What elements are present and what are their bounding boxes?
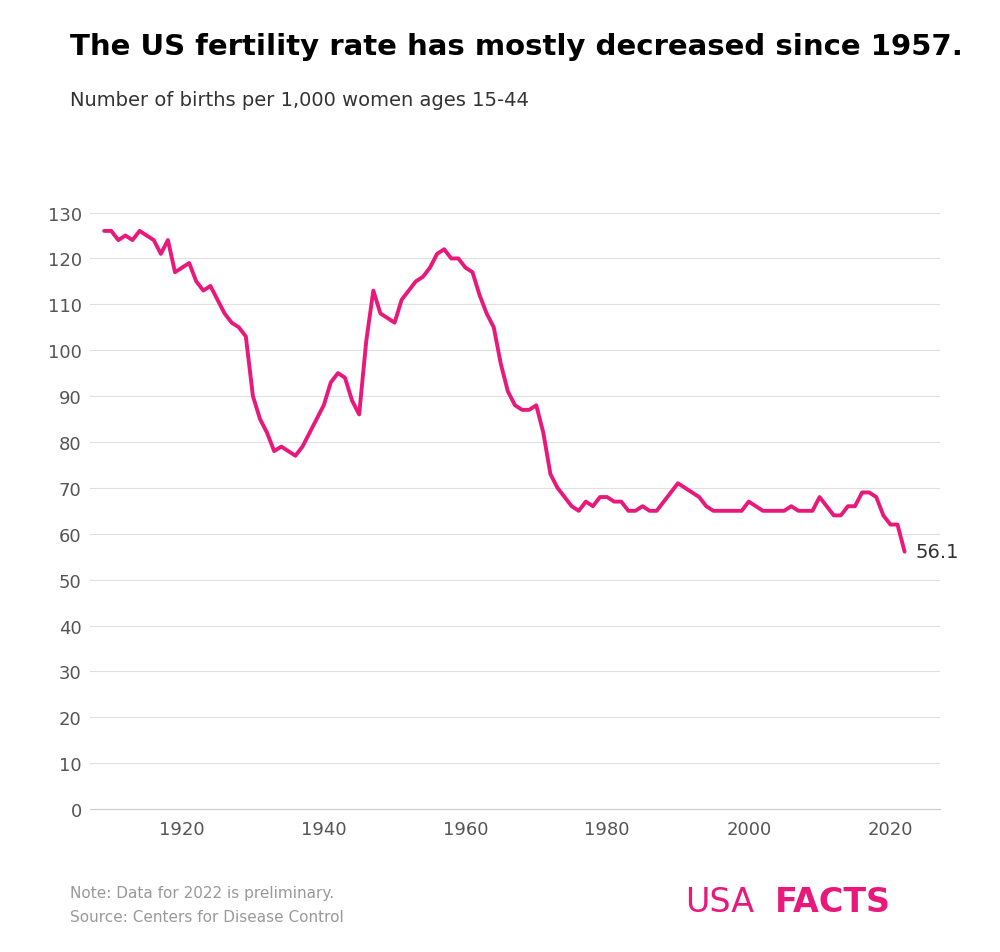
Text: The US fertility rate has mostly decreased since 1957.: The US fertility rate has mostly decreas… (70, 33, 963, 61)
Text: USA: USA (685, 885, 754, 919)
Text: Note: Data for 2022 is preliminary.: Note: Data for 2022 is preliminary. (70, 885, 334, 901)
Text: 56.1: 56.1 (915, 543, 959, 562)
Text: Number of births per 1,000 women ages 15-44: Number of births per 1,000 women ages 15… (70, 90, 529, 109)
Text: FACTS: FACTS (775, 885, 891, 919)
Text: Source: Centers for Disease Control: Source: Centers for Disease Control (70, 909, 344, 924)
